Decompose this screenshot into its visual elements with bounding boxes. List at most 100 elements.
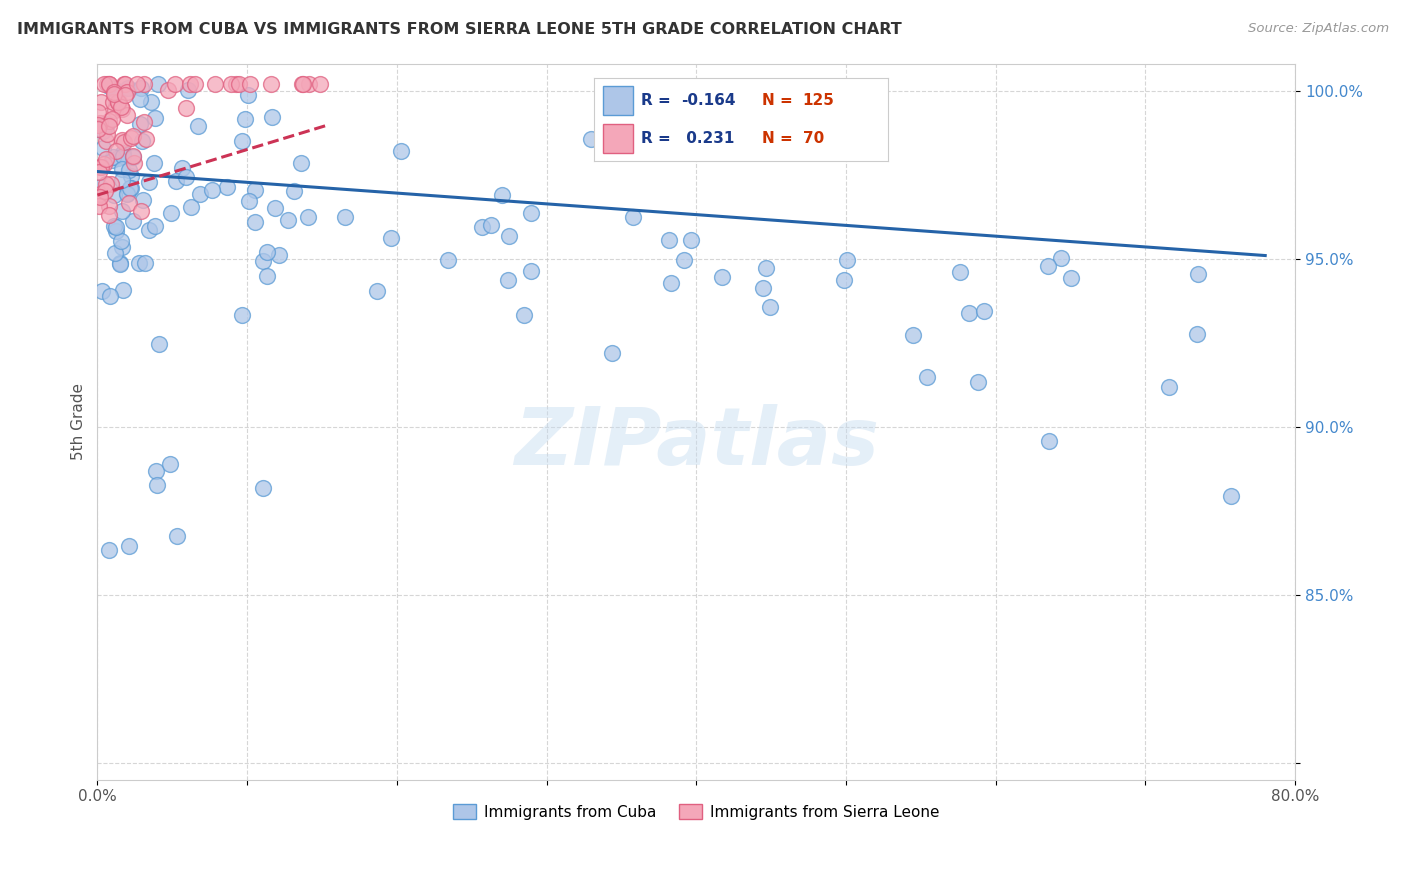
Point	[228, 77, 250, 91]
Point	[117, 196, 139, 211]
Point	[157, 83, 180, 97]
Point	[129, 81, 152, 95]
Point	[87, 118, 110, 132]
Point	[252, 481, 274, 495]
Point	[107, 95, 129, 109]
Point	[107, 151, 129, 165]
Point	[139, 95, 162, 109]
Point	[90, 160, 112, 174]
Point	[105, 145, 128, 159]
Point	[498, 273, 520, 287]
Point	[297, 210, 319, 224]
Point	[87, 104, 110, 119]
Point	[236, 87, 259, 102]
Point	[93, 77, 115, 91]
Point	[98, 77, 121, 91]
Point	[710, 270, 733, 285]
Point	[231, 135, 253, 149]
Point	[135, 132, 157, 146]
Point	[111, 149, 134, 163]
Point	[131, 204, 153, 219]
Point	[103, 85, 125, 99]
Point	[111, 239, 134, 253]
Point	[105, 219, 128, 234]
Point	[111, 133, 134, 147]
Point	[112, 146, 135, 161]
Point	[93, 184, 115, 198]
Point	[112, 77, 135, 91]
Point	[87, 199, 110, 213]
Point	[1050, 252, 1073, 266]
Point	[132, 114, 155, 128]
Point	[579, 132, 602, 146]
Point	[243, 215, 266, 229]
Point	[97, 78, 120, 93]
Point	[174, 170, 197, 185]
Point	[101, 150, 124, 164]
Point	[225, 77, 247, 91]
Point	[165, 77, 187, 91]
Point	[98, 289, 121, 303]
Point	[101, 112, 124, 127]
Point	[380, 231, 402, 245]
Point	[134, 255, 156, 269]
Point	[966, 376, 988, 390]
Point	[93, 156, 115, 170]
Point	[901, 328, 924, 343]
Point	[97, 114, 120, 128]
Point	[132, 77, 155, 91]
Point	[201, 183, 224, 197]
Point	[256, 268, 278, 283]
Point	[105, 224, 128, 238]
Point	[89, 160, 111, 174]
Point	[949, 265, 972, 279]
Point	[231, 309, 253, 323]
Point	[125, 77, 148, 91]
Point	[188, 187, 211, 202]
Point	[177, 82, 200, 96]
Point	[366, 285, 388, 299]
Point	[159, 457, 181, 471]
Point	[89, 190, 111, 204]
Point	[283, 184, 305, 198]
Point	[520, 264, 543, 278]
Legend: Immigrants from Cuba, Immigrants from Sierra Leone: Immigrants from Cuba, Immigrants from Si…	[447, 797, 945, 826]
Point	[239, 77, 262, 91]
Point	[145, 464, 167, 478]
Point	[180, 200, 202, 214]
Point	[256, 245, 278, 260]
Text: ZIPatlas: ZIPatlas	[513, 404, 879, 483]
Point	[238, 194, 260, 208]
Point	[148, 337, 170, 351]
Point	[96, 77, 118, 91]
Point	[120, 131, 142, 145]
Text: Source: ZipAtlas.com: Source: ZipAtlas.com	[1249, 22, 1389, 36]
Point	[160, 206, 183, 220]
Point	[752, 281, 775, 295]
Point	[115, 186, 138, 201]
Point	[308, 77, 330, 91]
Point	[1060, 271, 1083, 285]
Point	[111, 103, 134, 117]
Point	[262, 110, 284, 124]
Point	[120, 181, 142, 195]
Point	[832, 273, 855, 287]
Point	[118, 539, 141, 553]
Point	[754, 260, 776, 275]
Point	[172, 161, 194, 175]
Point	[114, 88, 136, 103]
Point	[101, 95, 124, 109]
Point	[1157, 380, 1180, 394]
Point	[174, 102, 197, 116]
Point	[389, 144, 412, 158]
Point	[290, 156, 312, 170]
Point	[89, 180, 111, 194]
Point	[498, 228, 520, 243]
Point	[94, 152, 117, 166]
Point	[146, 478, 169, 492]
Point	[107, 95, 129, 110]
Point	[915, 370, 938, 384]
Point	[115, 85, 138, 99]
Point	[122, 149, 145, 163]
Point	[121, 128, 143, 143]
